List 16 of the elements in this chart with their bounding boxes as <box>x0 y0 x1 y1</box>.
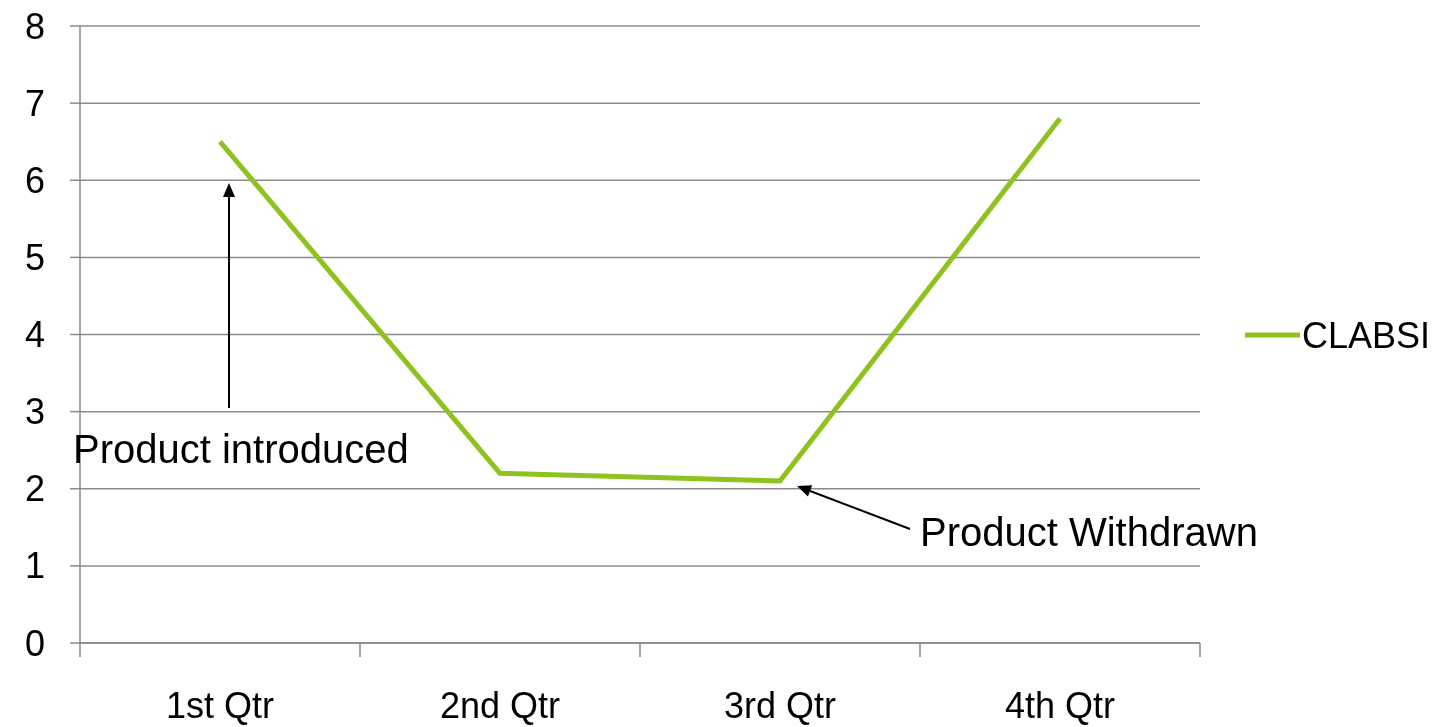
y-tick-label: 3 <box>24 391 46 433</box>
x-tick-label: 4th Qtr <box>1004 685 1116 726</box>
y-tick-label: 8 <box>24 5 46 47</box>
y-tick-label: 1 <box>24 545 46 587</box>
legend-label: CLABSI <box>1302 314 1431 356</box>
y-tick-label: 7 <box>24 82 46 124</box>
y-tick-label: 6 <box>24 159 46 201</box>
annotation: Product Withdrawn <box>920 510 1258 554</box>
annotation: Product introduced <box>73 427 409 471</box>
y-tick-label: 2 <box>24 468 46 510</box>
x-tick-label: 2nd Qtr <box>439 685 561 726</box>
y-tick-label: 5 <box>24 236 46 278</box>
x-tick-label: 3rd Qtr <box>723 685 837 726</box>
x-tick-label: 1st Qtr <box>165 685 275 726</box>
y-tick-label: 4 <box>24 314 46 356</box>
y-tick-label: 0 <box>24 622 46 664</box>
